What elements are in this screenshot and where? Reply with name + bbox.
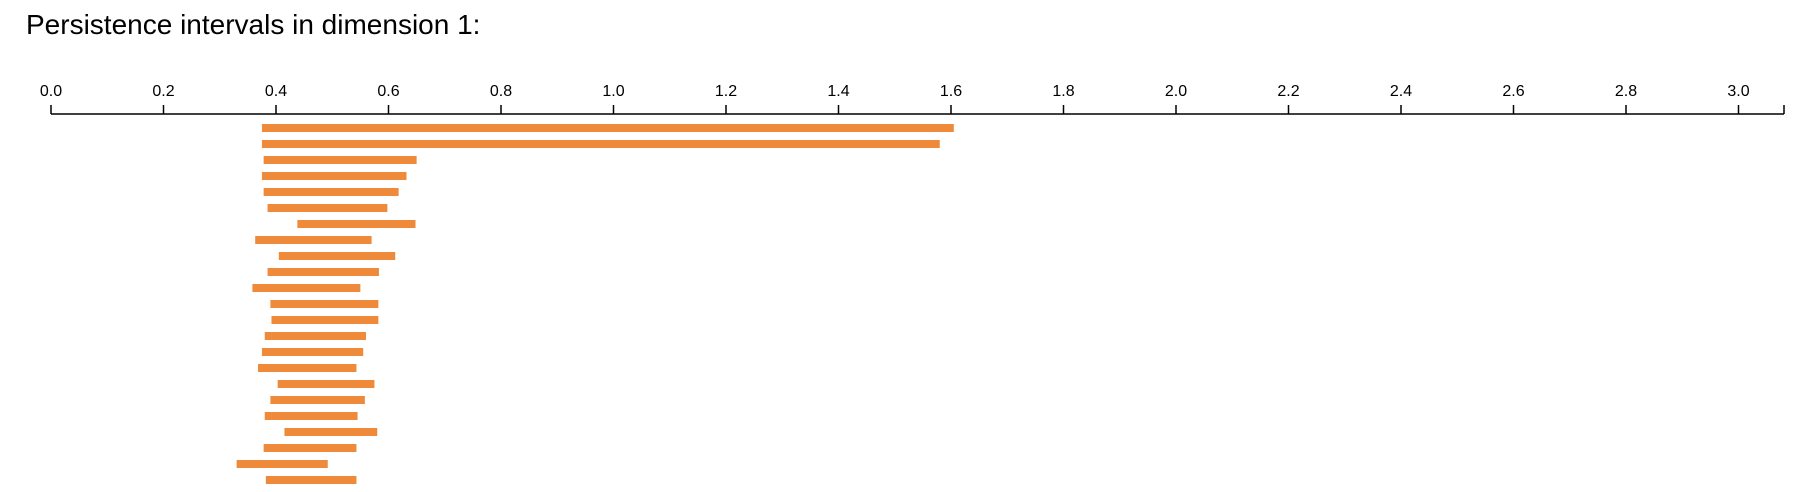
- chart-title: Persistence intervals in dimension 1:: [26, 9, 481, 40]
- interval-bar: [261, 172, 407, 180]
- interval-bar: [278, 252, 396, 260]
- x-tick-label: 3.0: [1727, 83, 1749, 100]
- x-tick-label: 0.0: [40, 83, 62, 100]
- x-tick-label: 0.8: [490, 83, 512, 100]
- interval-bar: [263, 156, 417, 164]
- interval-bars: [236, 124, 954, 484]
- x-tick-label: 1.6: [940, 83, 962, 100]
- x-tick-label: 1.8: [1052, 83, 1074, 100]
- x-tick-label: 0.6: [377, 83, 399, 100]
- interval-bar: [252, 284, 361, 292]
- interval-bar: [263, 188, 399, 196]
- interval-bar: [284, 428, 378, 436]
- interval-bar: [270, 396, 365, 404]
- interval-bar: [297, 220, 416, 228]
- interval-bar: [267, 268, 379, 276]
- x-tick-label: 2.0: [1165, 83, 1187, 100]
- interval-bar: [267, 204, 388, 212]
- interval-bar: [263, 444, 357, 452]
- x-axis: 0.0 0.2 0.4 0.6 0.8 1.0 1.2 1.4 1.6 1.8 2.0 2.2 2.4 2…: [40, 83, 1785, 115]
- interval-bar: [261, 348, 364, 356]
- x-tick-label: 0.2: [152, 83, 174, 100]
- interval-bar: [271, 316, 379, 324]
- interval-bar: [255, 236, 372, 244]
- x-tick-label: 2.8: [1615, 83, 1637, 100]
- interval-bar: [277, 380, 375, 388]
- interval-bar: [236, 460, 328, 468]
- x-tick-label: 2.4: [1390, 83, 1412, 100]
- x-tick-label: 0.4: [265, 83, 287, 100]
- x-tick-label: 1.4: [827, 83, 849, 100]
- interval-bar: [261, 124, 954, 132]
- interval-bar: [270, 300, 379, 308]
- interval-bar: [261, 140, 940, 148]
- interval-bar: [265, 476, 357, 484]
- x-tick-label: 2.6: [1502, 83, 1524, 100]
- x-tick-label: 1.2: [715, 83, 737, 100]
- x-tick-label: 2.2: [1277, 83, 1299, 100]
- interval-bar: [264, 332, 366, 340]
- x-tick-label: 1.0: [602, 83, 624, 100]
- interval-bar: [258, 364, 357, 372]
- interval-bar: [264, 412, 358, 420]
